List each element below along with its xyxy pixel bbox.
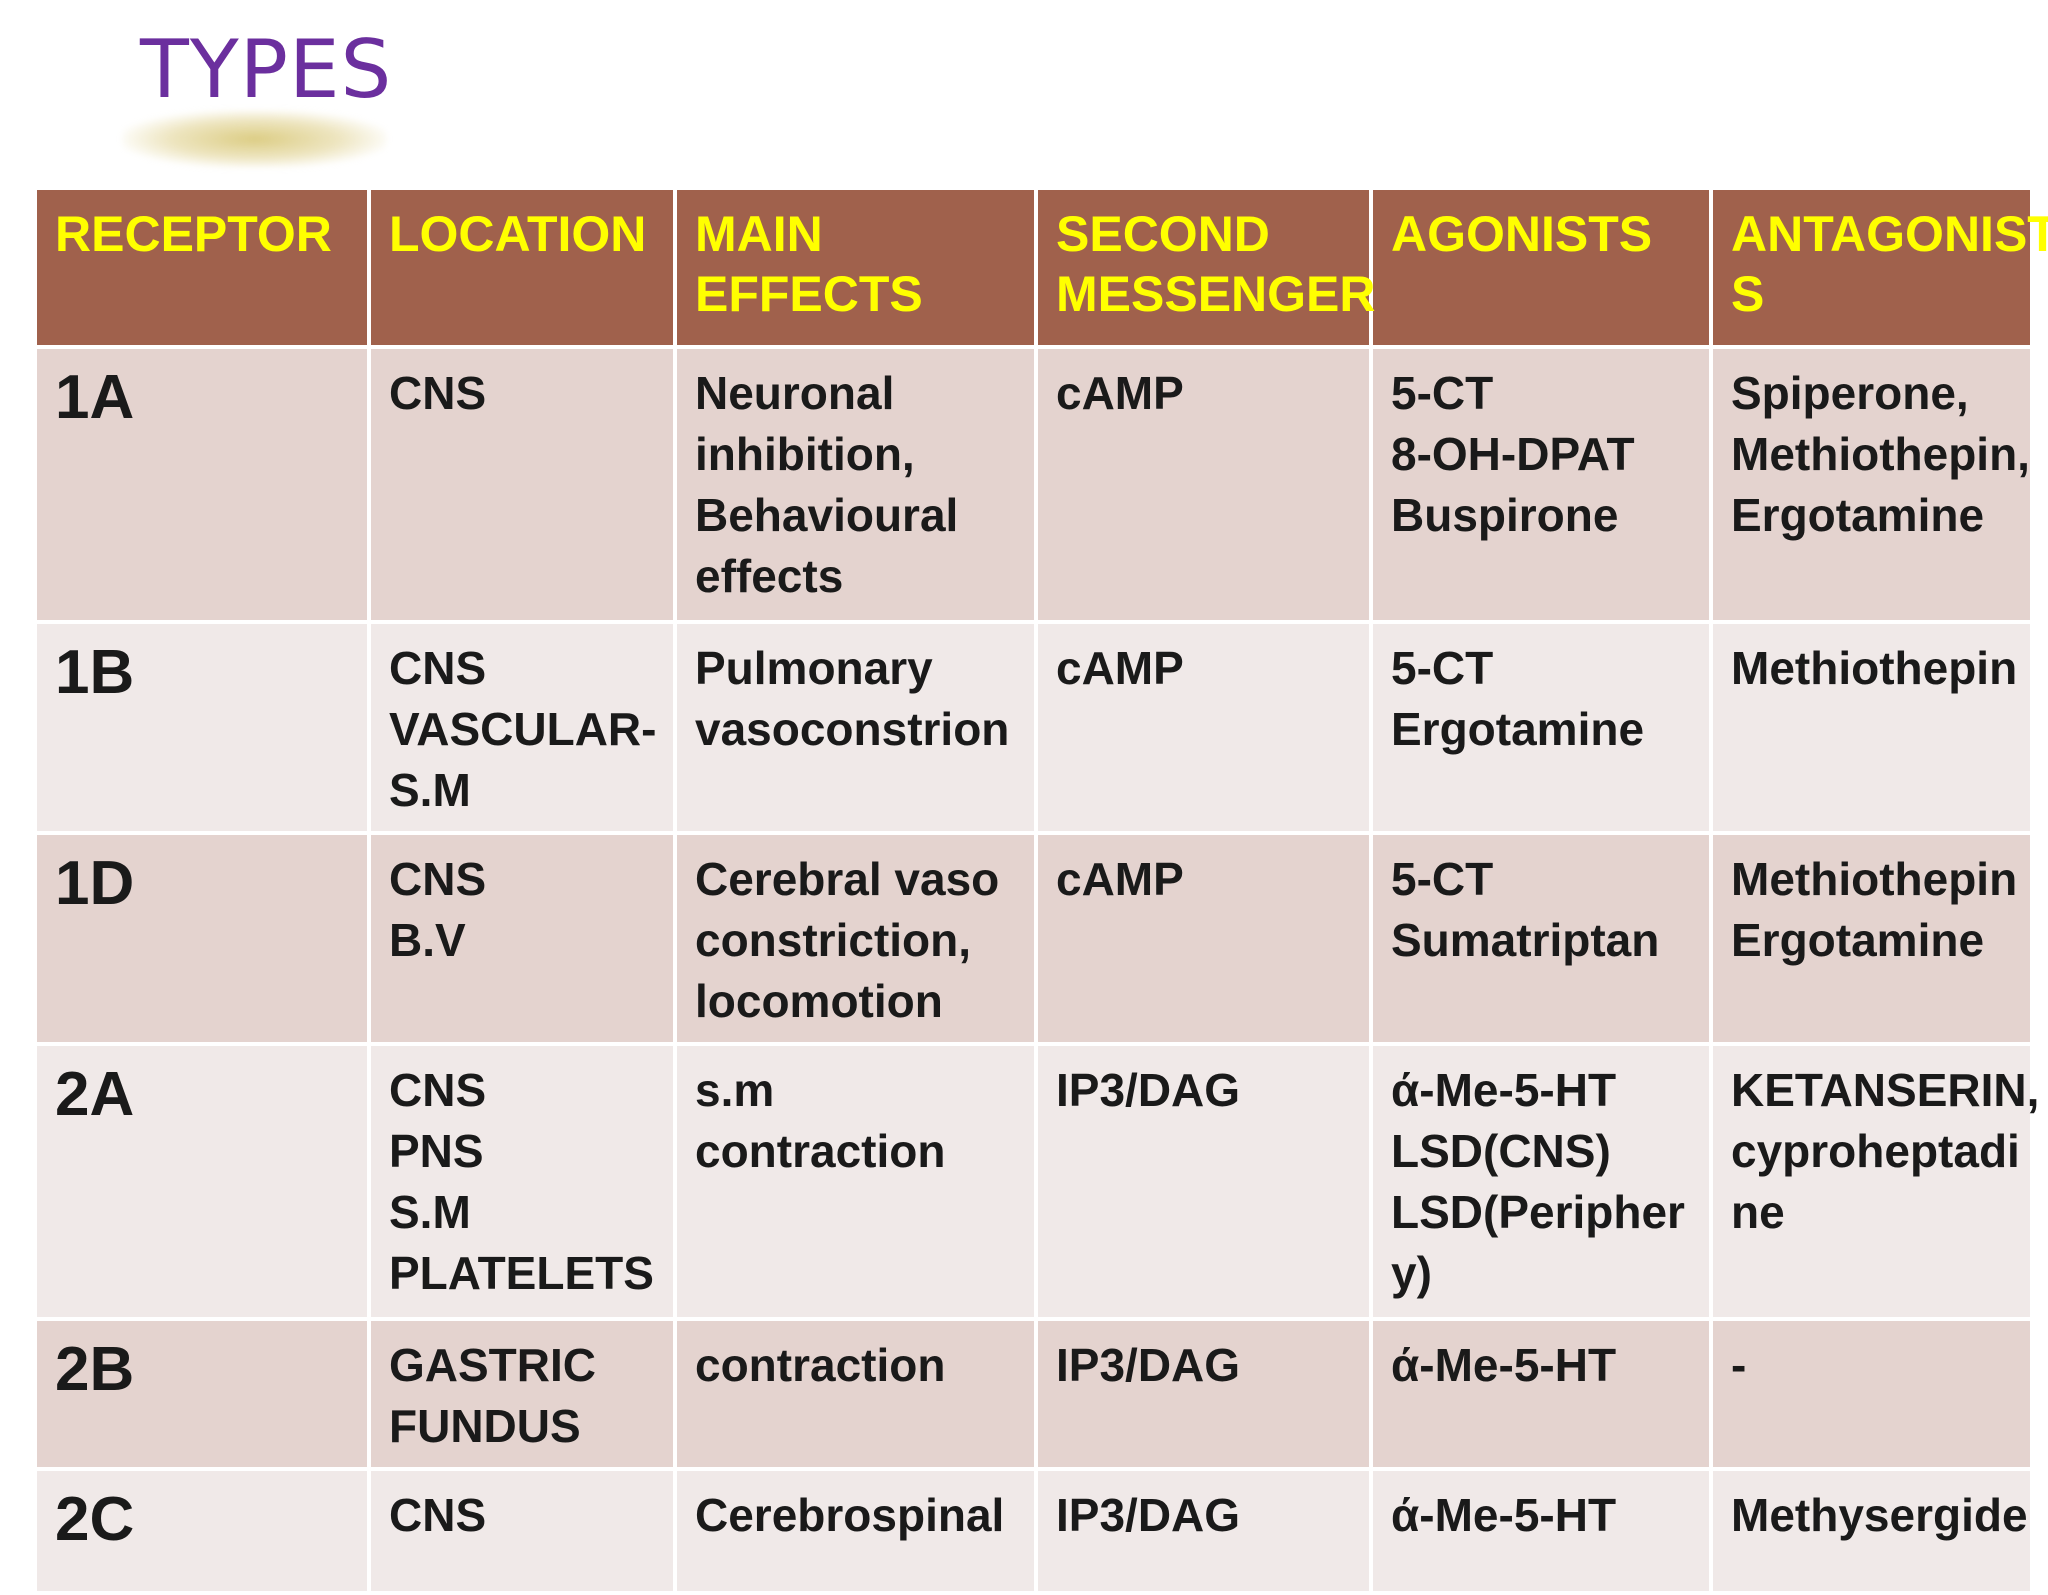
messenger-cell: cAMP bbox=[1038, 624, 1369, 831]
effects-cell: Neuronal inhibition, Behavioural effects bbox=[677, 349, 1034, 620]
header-main-effects: MAIN EFFECTS bbox=[677, 190, 1034, 345]
messenger-cell: IP3/DAG bbox=[1038, 1046, 1369, 1317]
location-cell: CNS PNS S.M PLATELETS bbox=[371, 1046, 673, 1317]
agonists-cell: ά-Me-5-HT bbox=[1373, 1321, 1709, 1467]
messenger-cell: IP3/DAG bbox=[1038, 1321, 1369, 1467]
header-row: RECEPTOR LOCATION MAIN EFFECTS SECOND ME… bbox=[37, 190, 2048, 345]
table-row: 1B CNS VASCULAR- S.M Pulmonary vasoconst… bbox=[37, 624, 2030, 831]
effects-cell: Cerebral vaso constriction, locomotion bbox=[677, 835, 1034, 1042]
antagonists-cell: KETANSERIN, cyproheptadi ne bbox=[1713, 1046, 2039, 1317]
effects-cell: Pulmonary vasoconstrion bbox=[677, 624, 1034, 831]
header-location: LOCATION bbox=[371, 190, 673, 345]
table-row: 1D CNS B.V Cerebral vaso constriction, l… bbox=[37, 835, 2030, 1042]
receptor-table: RECEPTOR LOCATION MAIN EFFECTS SECOND ME… bbox=[33, 186, 2048, 1595]
header-agonists: AGONISTS bbox=[1373, 190, 1709, 345]
header-receptor: RECEPTOR bbox=[37, 190, 367, 345]
agonists-cell: 5-CT Ergotamine bbox=[1373, 624, 1709, 831]
receptor-cell: 1D bbox=[37, 835, 367, 1042]
table-row: 2A CNS PNS S.M PLATELETS s.m contraction… bbox=[37, 1046, 2039, 1317]
table-row: 1A CNS Neuronal inhibition, Behavioural … bbox=[37, 349, 2030, 620]
effects-cell: contraction bbox=[677, 1321, 1034, 1467]
antagonists-cell: Methiothepin Ergotamine bbox=[1713, 835, 2030, 1042]
location-cell: CNS B.V bbox=[371, 835, 673, 1042]
location-cell: CNS bbox=[371, 349, 673, 620]
agonists-cell: 5-CT 8-OH-DPAT Buspirone bbox=[1373, 349, 1709, 620]
header-second-messenger: SECOND MESSENGER bbox=[1038, 190, 1376, 345]
receptor-cell: 1A bbox=[37, 349, 367, 620]
antagonists-cell: Methysergide bbox=[1713, 1471, 2030, 1591]
header-antagonists: ANTAGONIST S bbox=[1713, 190, 2048, 345]
antagonists-cell: - bbox=[1713, 1321, 2030, 1467]
agonists-cell: 5-CT Sumatriptan bbox=[1373, 835, 1709, 1042]
table-row: 2C CNS Cerebrospinal IP3/DAG ά-Me-5-HT M… bbox=[37, 1471, 2030, 1591]
agonists-cell: ά-Me-5-HT bbox=[1373, 1471, 1709, 1591]
table-row: 2B GASTRIC FUNDUS contraction IP3/DAG ά-… bbox=[37, 1321, 2030, 1467]
receptor-cell: 2C bbox=[37, 1471, 367, 1591]
location-cell: CNS VASCULAR- S.M bbox=[371, 624, 673, 831]
location-cell: CNS bbox=[371, 1471, 673, 1591]
messenger-cell: IP3/DAG bbox=[1038, 1471, 1369, 1591]
messenger-cell: cAMP bbox=[1038, 835, 1369, 1042]
receptor-cell: 2B bbox=[37, 1321, 367, 1467]
antagonists-cell: Spiperone, Methiothepin, Ergotamine bbox=[1713, 349, 2030, 620]
location-cell: GASTRIC FUNDUS bbox=[371, 1321, 673, 1467]
slide-title: TYPES bbox=[140, 23, 393, 116]
messenger-cell: cAMP bbox=[1038, 349, 1369, 620]
receptor-cell: 2A bbox=[37, 1046, 367, 1317]
agonists-cell: ά-Me-5-HT LSD(CNS) LSD(Peripher y) bbox=[1373, 1046, 1709, 1317]
effects-cell: s.m contraction bbox=[677, 1046, 1034, 1317]
title-decoration bbox=[122, 110, 387, 168]
receptor-cell: 1B bbox=[37, 624, 367, 831]
effects-cell: Cerebrospinal bbox=[677, 1471, 1034, 1591]
antagonists-cell: Methiothepin bbox=[1713, 624, 2030, 831]
